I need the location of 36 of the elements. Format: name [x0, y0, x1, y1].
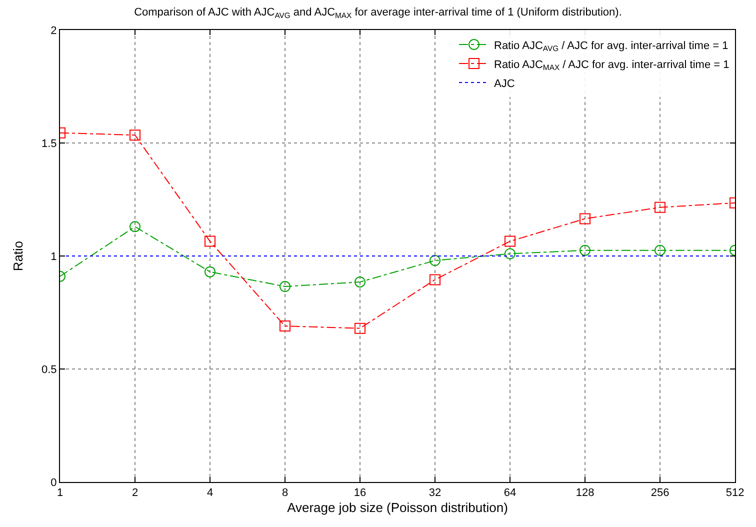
point — [130, 221, 140, 232]
legend-label: AJC — [494, 78, 515, 90]
point — [654, 244, 666, 256]
point — [580, 213, 590, 224]
x-tick-label: 512 — [726, 487, 744, 500]
x-tick-label: 8 — [282, 487, 288, 500]
point — [430, 274, 440, 286]
point — [354, 276, 366, 288]
point — [130, 130, 140, 141]
x-tick-label: 4 — [206, 487, 214, 500]
point — [280, 320, 290, 332]
y-tick-label: 1 — [50, 250, 57, 263]
point — [204, 266, 216, 278]
x-axis-title: Average job size (Poisson distribution) — [287, 500, 508, 515]
y-tick-label: 1.5 — [42, 138, 57, 150]
point — [504, 236, 516, 247]
x-tick-label: 128 — [576, 487, 594, 500]
point — [204, 236, 216, 247]
y-tick-label: 0 — [50, 476, 57, 489]
x-tick-label: 256 — [650, 487, 670, 500]
y-axis-title: Ratio — [10, 240, 26, 272]
point — [654, 202, 666, 213]
y-tick-label: 2 — [50, 24, 57, 37]
x-tick-label: 64 — [504, 487, 516, 500]
point — [354, 322, 366, 334]
point — [280, 281, 290, 292]
point — [504, 248, 516, 260]
point — [430, 255, 440, 266]
x-tick-label: 16 — [354, 487, 366, 500]
legend-label: Ratio AJC$_{AVG}$ / AJC for avg. inter-arrival time = 1 — [494, 40, 728, 54]
point — [580, 244, 590, 256]
legend-label: Ratio AJC$_{MAX}$ / AJC for avg. inter-arrival time = 1 — [494, 58, 730, 72]
x-tick-label: 32 — [428, 487, 442, 500]
x-tick-label: 2 — [132, 487, 138, 500]
y-tick-label: 0.5 — [42, 364, 57, 376]
chart-title: Comparison of AJC with AJC$_{AVG}$ and AJC$_{MAX}$ for average inter-arrival time of 1 (Uniform distribution). — [134, 6, 622, 20]
